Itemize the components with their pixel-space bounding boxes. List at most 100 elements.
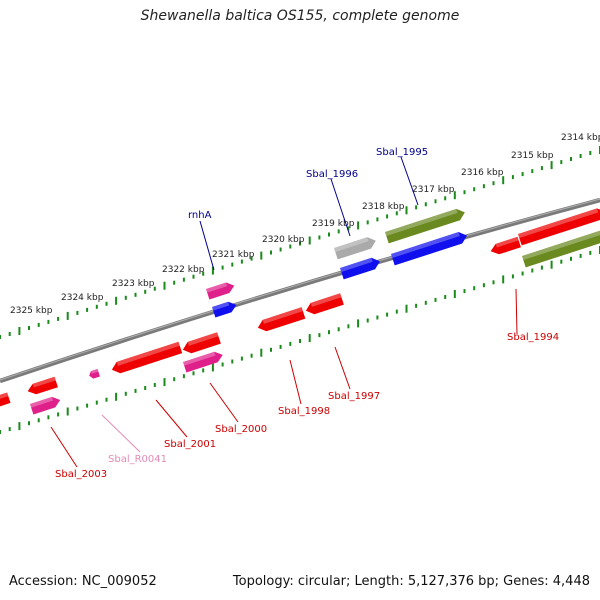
- gene-label[interactable]: Sbal_2003: [55, 469, 107, 480]
- gene-label[interactable]: Sbal_1997: [328, 391, 380, 402]
- lower-scale-minor-tick: [415, 303, 418, 308]
- upper-scale-minor-tick: [444, 196, 447, 201]
- lower-scale-minor-tick: [337, 327, 340, 332]
- upper-scale-minor-tick: [270, 250, 272, 255]
- gene-feature[interactable]: [334, 235, 378, 260]
- gene-feature[interactable]: [30, 395, 62, 415]
- gene-feature[interactable]: [88, 368, 100, 380]
- gene-arrow[interactable]: [518, 206, 600, 246]
- gene-arrow[interactable]: [26, 376, 58, 397]
- lower-scale-minor-tick: [473, 286, 476, 291]
- lower-scale-minor-tick: [444, 295, 447, 299]
- lower-scale-major-tick: [211, 363, 214, 372]
- gene-feature[interactable]: [26, 376, 58, 397]
- upper-scale-minor-tick: [366, 220, 369, 225]
- gene-label-leader: [209, 382, 239, 423]
- upper-scale-minor-tick: [482, 184, 485, 189]
- gene-arrow[interactable]: [256, 307, 306, 333]
- upper-scale-minor-tick: [540, 166, 543, 171]
- gene-feature[interactable]: [0, 392, 11, 408]
- gene-arrow[interactable]: [385, 207, 467, 244]
- upper-scale-minor-tick: [231, 262, 234, 267]
- gene-label[interactable]: Sbal_2000: [215, 424, 267, 435]
- gene-feature[interactable]: [522, 228, 600, 268]
- upper-scale-minor-tick: [434, 199, 437, 204]
- gene-feature[interactable]: [340, 256, 382, 280]
- lower-scale-major-tick: [308, 334, 311, 343]
- lower-scale-minor-tick: [153, 383, 156, 387]
- gene-feature[interactable]: [391, 230, 469, 266]
- kbp-label: 2319 kbp: [312, 219, 355, 229]
- upper-scale-major-tick: [357, 221, 360, 230]
- kbp-label: 2316 kbp: [461, 168, 504, 178]
- upper-scale-minor-tick: [57, 316, 60, 321]
- upper-scale-minor-tick: [289, 244, 292, 249]
- upper-scale-minor-tick: [105, 301, 108, 306]
- gene-arrow-highlight: [30, 396, 54, 408]
- gene-arrow[interactable]: [206, 280, 236, 300]
- gene-arrow[interactable]: [183, 350, 224, 373]
- gene-arrow[interactable]: [110, 341, 183, 376]
- gene-arrow[interactable]: [212, 300, 238, 318]
- lower-scale-minor-tick: [328, 330, 330, 335]
- genome-backbone-highlight: [0, 198, 600, 381]
- lower-scale-major-tick: [550, 260, 553, 269]
- gene-arrow-highlight: [212, 301, 230, 311]
- gene-label-leader: [515, 288, 518, 335]
- gene-feature[interactable]: [489, 236, 521, 257]
- gene-label[interactable]: Sbal_1994: [507, 332, 559, 343]
- gene-arrow[interactable]: [489, 236, 521, 257]
- gene-arrow[interactable]: [88, 368, 100, 380]
- lower-scale-minor-tick: [95, 400, 98, 405]
- lower-scale-ticks: [0, 246, 600, 434]
- gene-arrow[interactable]: [181, 332, 221, 355]
- gene-label[interactable]: Sbal_1995: [376, 147, 428, 158]
- gene-feature[interactable]: [385, 207, 467, 244]
- gene-arrow[interactable]: [391, 230, 469, 266]
- lower-scale-minor-tick: [366, 318, 369, 323]
- gene-feature[interactable]: [304, 293, 344, 316]
- lower-scale-minor-tick: [240, 356, 243, 361]
- gene-arrow[interactable]: [0, 392, 11, 408]
- gene-arrow-highlight: [262, 307, 303, 324]
- lower-scale-minor-tick: [202, 368, 205, 373]
- gene-feature[interactable]: [206, 280, 236, 300]
- lower-scale-minor-tick: [221, 362, 224, 367]
- gene-arrow[interactable]: [334, 235, 378, 260]
- gene-feature[interactable]: [256, 307, 306, 333]
- kbp-label: 2317 kbp: [412, 185, 455, 195]
- gene-label[interactable]: rnhA: [188, 210, 212, 221]
- gene-label[interactable]: Sbal_2001: [164, 439, 216, 450]
- upper-scale-major-tick: [405, 206, 408, 215]
- gene-arrow-highlight: [340, 257, 373, 272]
- gene-label-leader: [50, 426, 78, 468]
- upper-scale-minor-tick: [153, 286, 156, 291]
- lower-scale-minor-tick: [57, 412, 60, 417]
- lower-scale-minor-tick: [173, 377, 176, 382]
- lower-scale-minor-tick: [560, 259, 563, 264]
- gene-label[interactable]: Sbal_1998: [278, 406, 330, 417]
- upper-scale-major-tick: [18, 327, 21, 335]
- gene-arrow[interactable]: [522, 228, 600, 268]
- gene-label-leader: [101, 414, 141, 453]
- gene-arrow-highlight: [522, 230, 600, 260]
- gene-arrow[interactable]: [340, 256, 382, 280]
- gene-feature[interactable]: [110, 341, 183, 376]
- upper-scale-minor-tick: [182, 277, 185, 282]
- gene-feature[interactable]: [183, 350, 224, 373]
- gene-label[interactable]: Sbal_R0041: [108, 454, 167, 465]
- gene-arrow[interactable]: [304, 293, 344, 316]
- gene-arrow-highlight: [334, 237, 369, 252]
- gene-arrow[interactable]: [30, 395, 62, 415]
- gene-feature[interactable]: [181, 332, 221, 355]
- genome-backbone: [0, 197, 600, 384]
- topology-text: Topology: circular; Length: 5,127,376 bp…: [232, 574, 590, 589]
- kbp-label: 2321 kbp: [212, 250, 255, 260]
- kbp-scale-labels: 2314 kbp 2315 kbp 2316 kbp 2317 kbp 2318 kbp…: [10, 133, 600, 316]
- upper-scale-minor-tick: [376, 217, 379, 222]
- gene-label[interactable]: Sbal_1996: [306, 169, 358, 180]
- gene-feature[interactable]: [518, 206, 600, 246]
- gene-feature[interactable]: [212, 300, 238, 318]
- lower-scale-minor-tick: [424, 300, 427, 305]
